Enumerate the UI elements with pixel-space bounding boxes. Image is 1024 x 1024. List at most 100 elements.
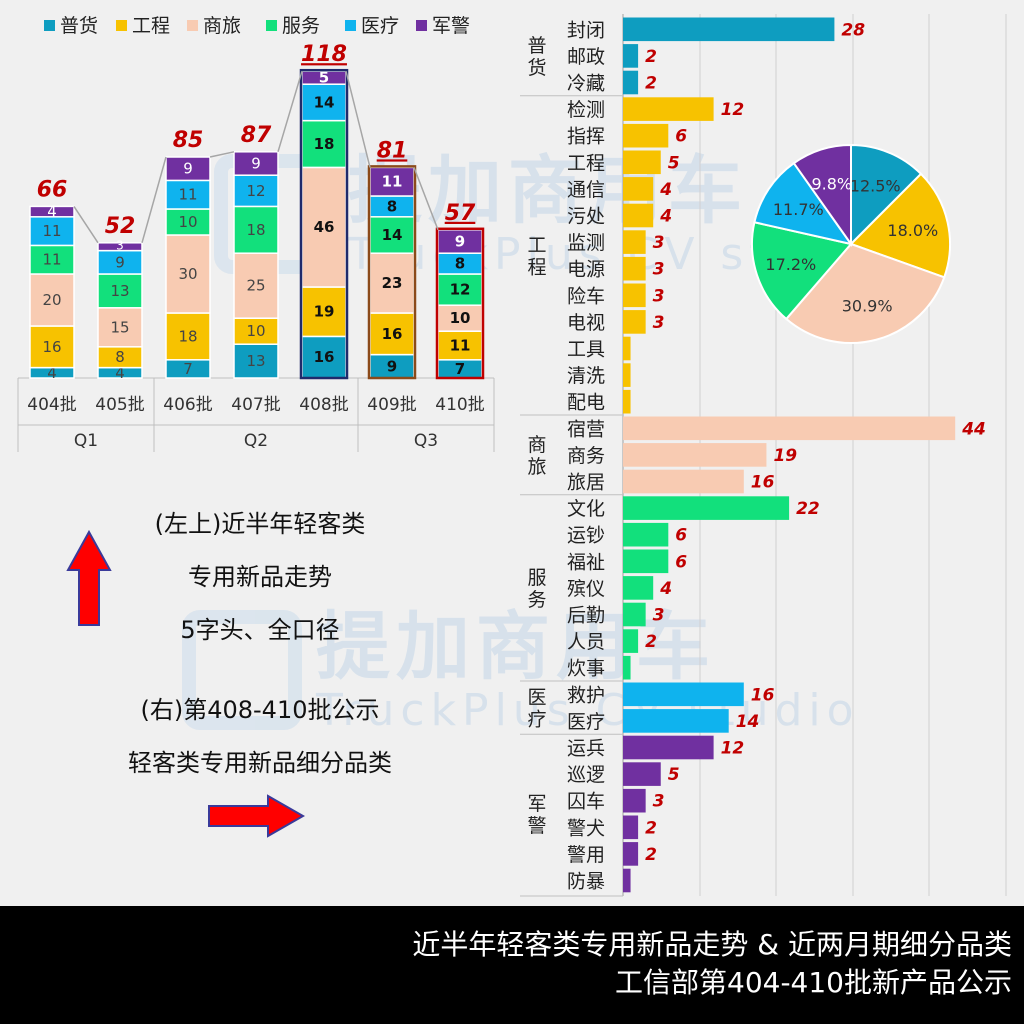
hbar [623,602,646,627]
segment-label: 4 [47,364,57,382]
segment-label: 13 [246,352,265,370]
total-label: 85 [173,128,204,153]
segment-label: 8 [455,255,465,273]
pie-slice [850,143,923,247]
hbar [623,576,654,600]
note-line: (左上)近半年轻客类 [154,510,366,538]
hbar [623,203,654,228]
series-connector [345,71,371,168]
hbar-category-label: 电视 [567,312,605,334]
hbar-value-label: 22 [796,499,820,519]
legend-label: 服务 [282,15,320,37]
hbar [623,336,631,361]
segment-label: 14 [314,93,335,111]
pie-slice-label: 12.5% [850,176,901,195]
hbar [623,469,744,494]
stacked-segment [165,156,211,182]
legend-swatch [187,20,198,31]
footer-line-2: 工信部第404-410批新产品公示 [615,966,1012,999]
hbar-category-label: 囚车 [567,791,605,813]
hbar-category-label: 邮政 [567,46,605,68]
stacked-segment [29,325,75,369]
category-label: 405批 [95,395,144,415]
hbar-value-label: 14 [736,712,760,732]
hbar-category-label: 宿营 [567,418,605,440]
hbar [623,230,646,254]
stacked-segment [97,307,143,348]
highlight-outline [299,68,349,380]
note-line: (右)第408-410批公示 [140,696,380,724]
segment-label: 10 [450,309,471,327]
hbar-category-label: 运钞 [567,525,605,547]
hbar [623,17,835,42]
stacked-segment [369,166,415,197]
up-arrow-icon [66,529,112,626]
stacked-segment [29,273,75,327]
segment-label: 9 [183,160,193,178]
hbar-category-label: 巡逻 [567,764,605,786]
stacked-segment [29,216,75,247]
hbar-category-label: 工程 [567,152,605,174]
total-label: 87 [241,123,272,148]
hbar-category-label: 电源 [567,259,605,281]
hbar [623,256,646,281]
hbar-value-label: 5 [668,765,680,785]
pie-slice [792,143,852,248]
hbar-category-label: 商务 [567,445,605,467]
segment-label: 9 [455,233,465,251]
segment-label: 7 [455,360,465,378]
hbar [623,868,631,893]
group-label: Q3 [414,431,438,451]
series-connector [277,70,303,153]
legend-swatch [266,20,277,31]
hbar [623,70,639,95]
hbar [623,842,639,866]
hbar-category-label: 指挥 [567,126,605,148]
segment-label: 16 [314,348,335,366]
stacked-segment [369,312,415,356]
segment-label: 18 [246,221,265,239]
right-arrow-icon [208,794,306,838]
hbar-value-label: 2 [645,818,657,838]
stacked-segment [97,273,143,309]
hbar-value-label: 3 [653,260,665,280]
hbar-category-label: 防暴 [567,871,605,893]
hbar-category-label: 警用 [567,844,605,866]
hbar-group-label: 服务 [527,567,546,611]
series-connector [413,167,439,231]
segment-label: 19 [314,303,335,321]
stacked-segment [165,312,211,361]
hbar-value-label: 2 [645,632,657,652]
stacked-segment [165,234,211,314]
hbar-category-label: 检测 [567,99,605,121]
segment-label: 23 [382,274,403,292]
hbar [623,735,714,760]
segment-label: 25 [246,277,265,295]
hbar-category-label: 旅居 [567,472,605,494]
category-label: 408批 [299,395,348,415]
pie-slice-label: 9.8% [811,175,852,194]
segment-label: 12 [450,281,471,299]
stacked-segment [233,151,279,176]
pie-slice [784,242,946,344]
segment-label: 8 [115,348,125,366]
hbar [623,177,654,201]
total-label: 66 [37,177,68,202]
segment-label: 3 [116,239,124,253]
segment-label: 4 [47,203,57,221]
stacked-segment [369,216,415,254]
segment-label: 16 [382,325,403,343]
legend: 普货 工程 商旅 服务 医疗 军警 [44,15,470,37]
segment-label: 30 [178,265,197,283]
hbar [623,629,639,653]
hbar-value-label: 6 [675,127,687,147]
hbar-category-label: 炊事 [567,658,605,680]
hbar-category-label: 冷藏 [567,73,605,95]
category-label: 404批 [27,395,76,415]
stacked-segment [233,205,279,254]
hbar-category-label: 文化 [567,498,605,520]
stacked-segment [233,174,279,208]
pie-chart: 12.5% 18.0% 30.9% 17.2% 11.7% 9.8% [751,143,951,344]
hbar-category-label: 人员 [567,631,605,653]
hbar-category-label: 工具 [567,339,605,361]
